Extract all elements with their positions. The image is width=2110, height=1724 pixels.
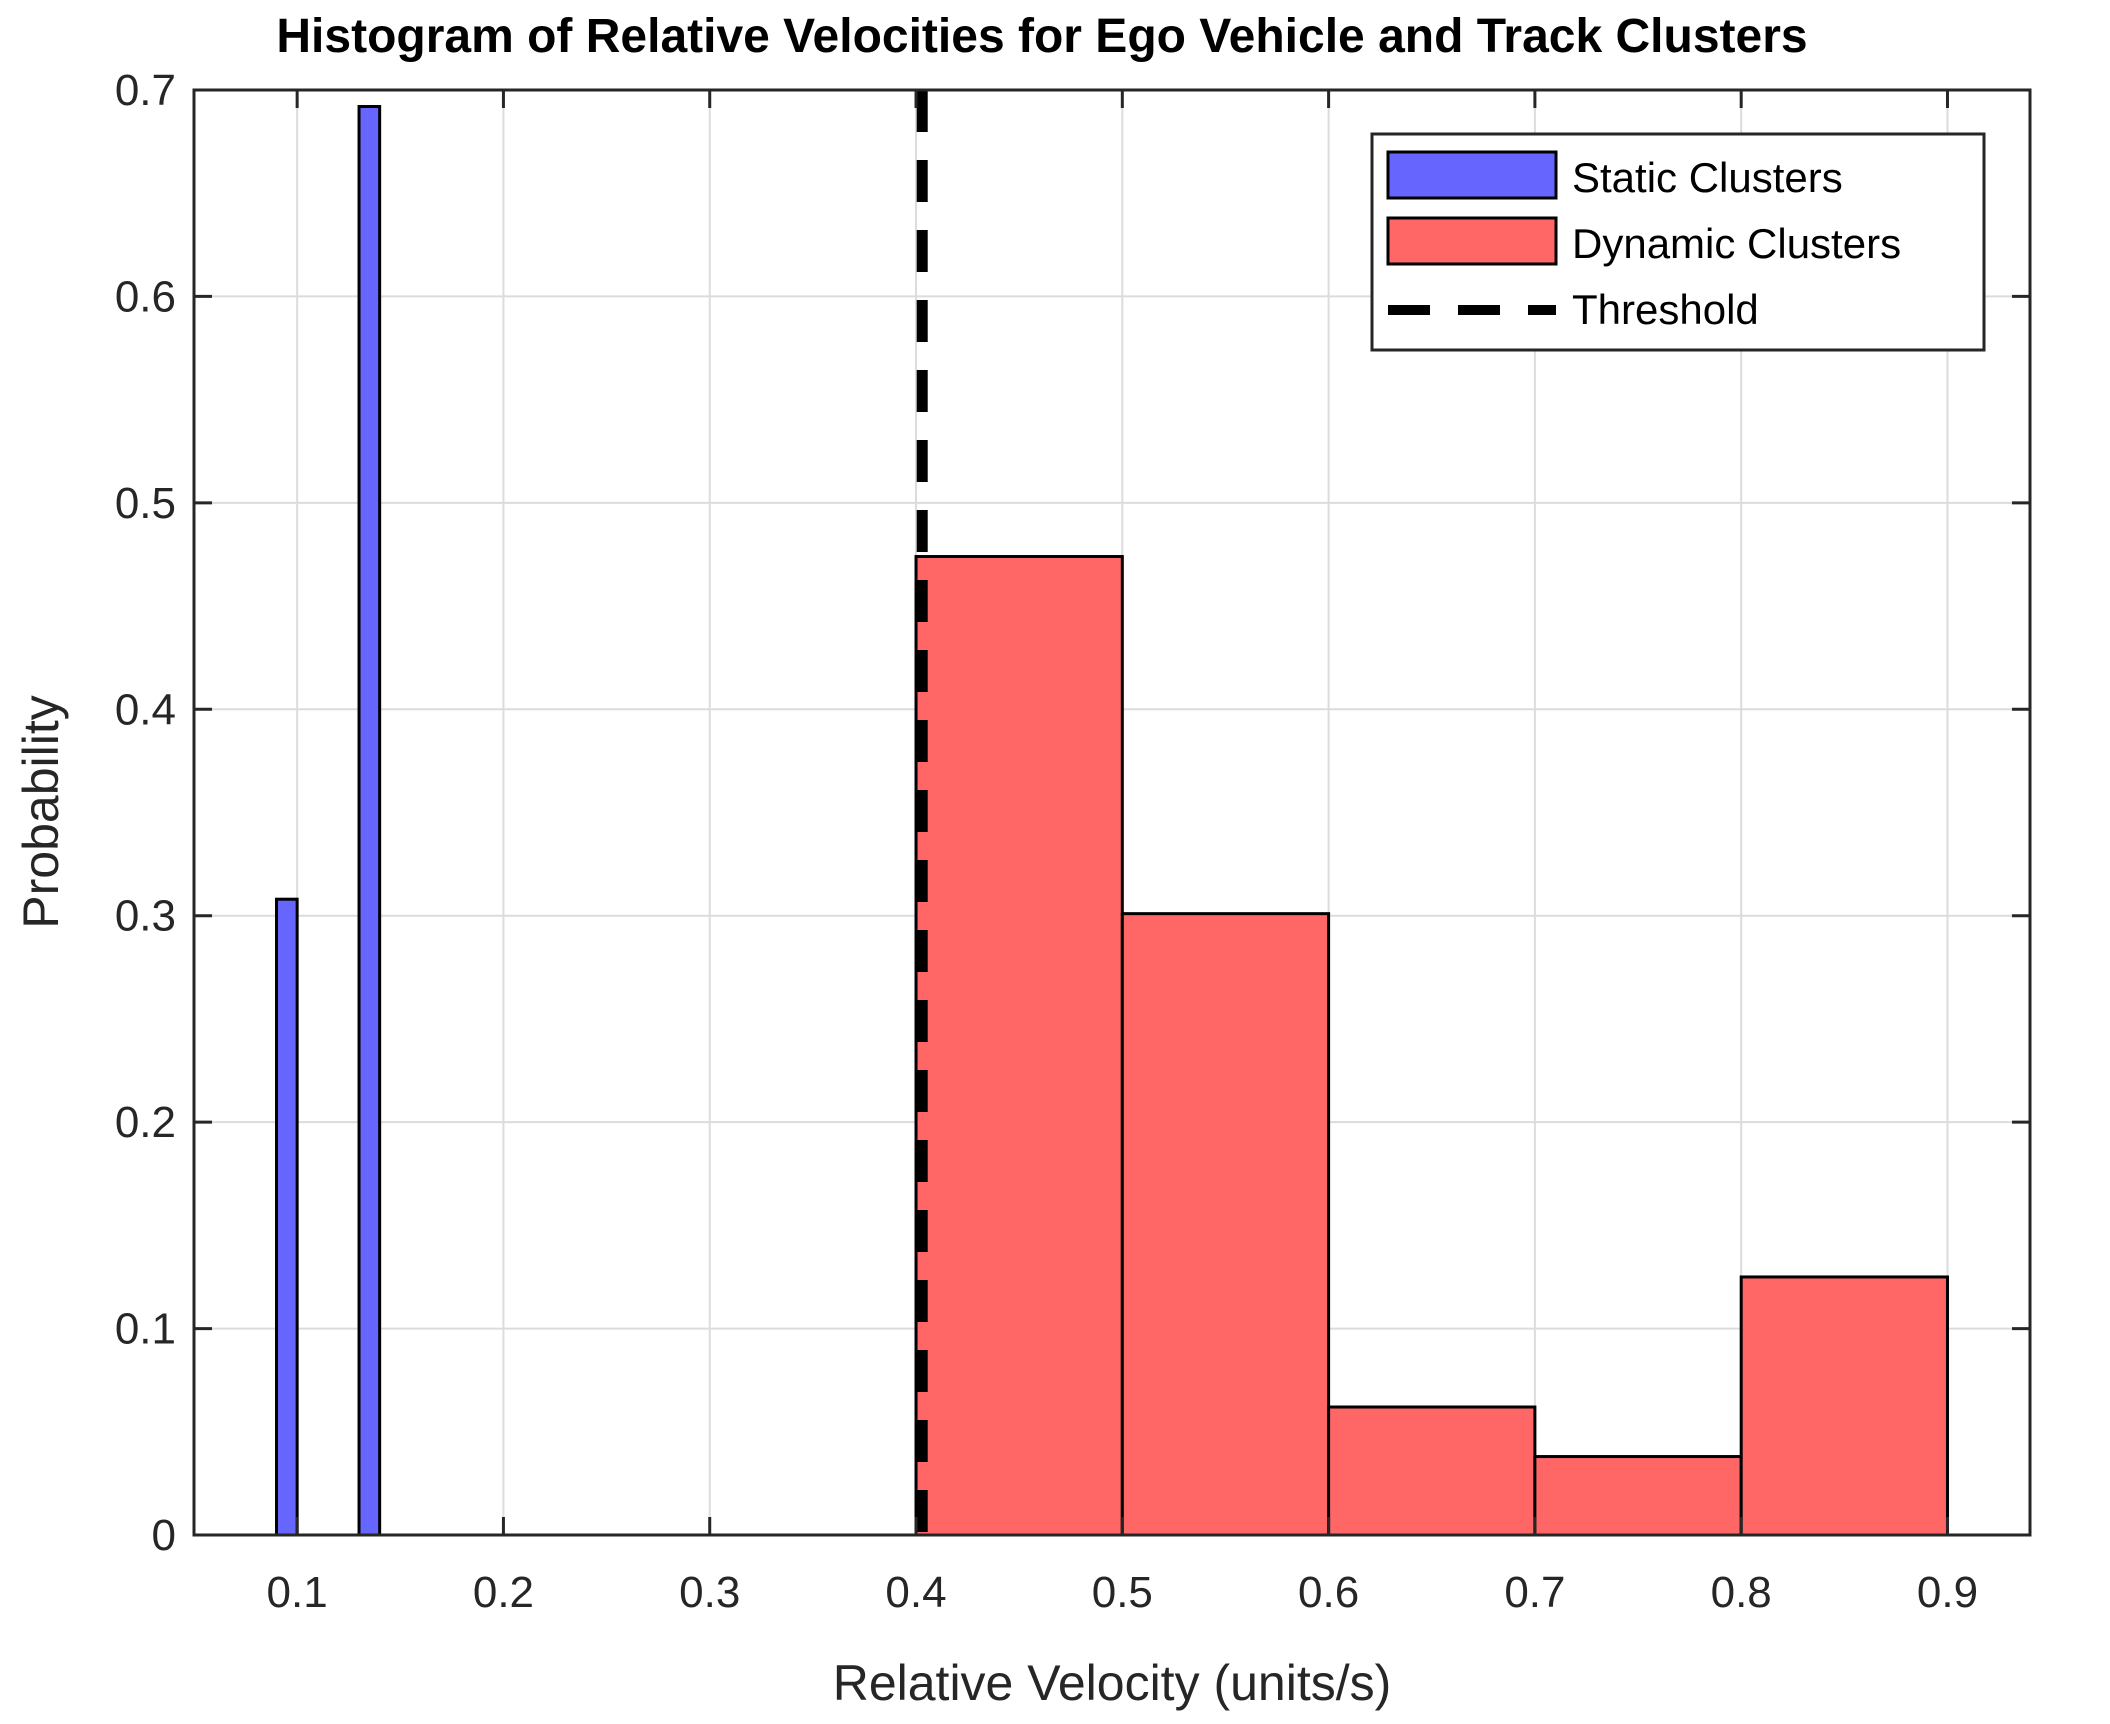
legend-swatch-dynamic: [1386, 216, 1558, 266]
y-tick-labels: 0 0.1 0.2 0.3 0.4 0.5 0.6 0.7: [115, 66, 176, 1560]
y-tick-label: 0.3: [115, 892, 176, 941]
y-tick-label: 0.6: [115, 272, 176, 321]
tick-marks: [194, 88, 2030, 1537]
static-cluster-bar: [357, 105, 382, 1537]
dynamic-cluster-bar: [1739, 1275, 1949, 1537]
y-tick-label: 0: [152, 1511, 176, 1560]
y-tick-label: 0.7: [115, 66, 176, 115]
axes-frame: [192, 88, 2032, 1537]
y-tick-label: 0.2: [115, 1098, 176, 1147]
y-tick-label: 0.4: [115, 685, 176, 734]
legend-label-dynamic: Dynamic Clusters: [1572, 220, 1901, 267]
y-tick-label: 0.5: [115, 479, 176, 528]
x-axis-label: Relative Velocity (units/s): [833, 1655, 1392, 1711]
static-cluster-bar: [275, 897, 299, 1537]
static-cluster-bars: [275, 105, 382, 1537]
x-tick-label: 0.3: [679, 1568, 740, 1617]
y-axis-label: Probability: [13, 695, 69, 928]
x-tick-label: 0.5: [1092, 1568, 1153, 1617]
chart-title: Histogram of Relative Velocities for Ego…: [276, 10, 1807, 63]
legend: Static Clusters Dynamic Clusters Thresho…: [1370, 132, 1986, 352]
x-tick-label: 0.9: [1917, 1568, 1978, 1617]
y-tick-label: 0.1: [115, 1305, 176, 1354]
x-tick-label: 0.1: [267, 1568, 328, 1617]
dynamic-cluster-bars: [914, 555, 1949, 1537]
dynamic-cluster-bar: [914, 555, 1124, 1537]
x-tick-label: 0.4: [885, 1568, 946, 1617]
dynamic-cluster-bar: [1327, 1405, 1537, 1537]
x-tick-label: 0.7: [1504, 1568, 1565, 1617]
legend-label-threshold: Threshold: [1572, 286, 1759, 333]
legend-swatch-static: [1386, 150, 1558, 200]
dynamic-cluster-bar: [1120, 912, 1331, 1537]
x-tick-label: 0.2: [473, 1568, 534, 1617]
x-tick-labels: 0.1 0.2 0.3 0.4 0.5 0.6 0.7 0.8 0.9: [267, 1568, 1979, 1617]
x-tick-label: 0.8: [1711, 1568, 1772, 1617]
x-tick-label: 0.6: [1298, 1568, 1359, 1617]
legend-label-static: Static Clusters: [1572, 154, 1843, 201]
dynamic-cluster-bar: [1533, 1455, 1743, 1537]
